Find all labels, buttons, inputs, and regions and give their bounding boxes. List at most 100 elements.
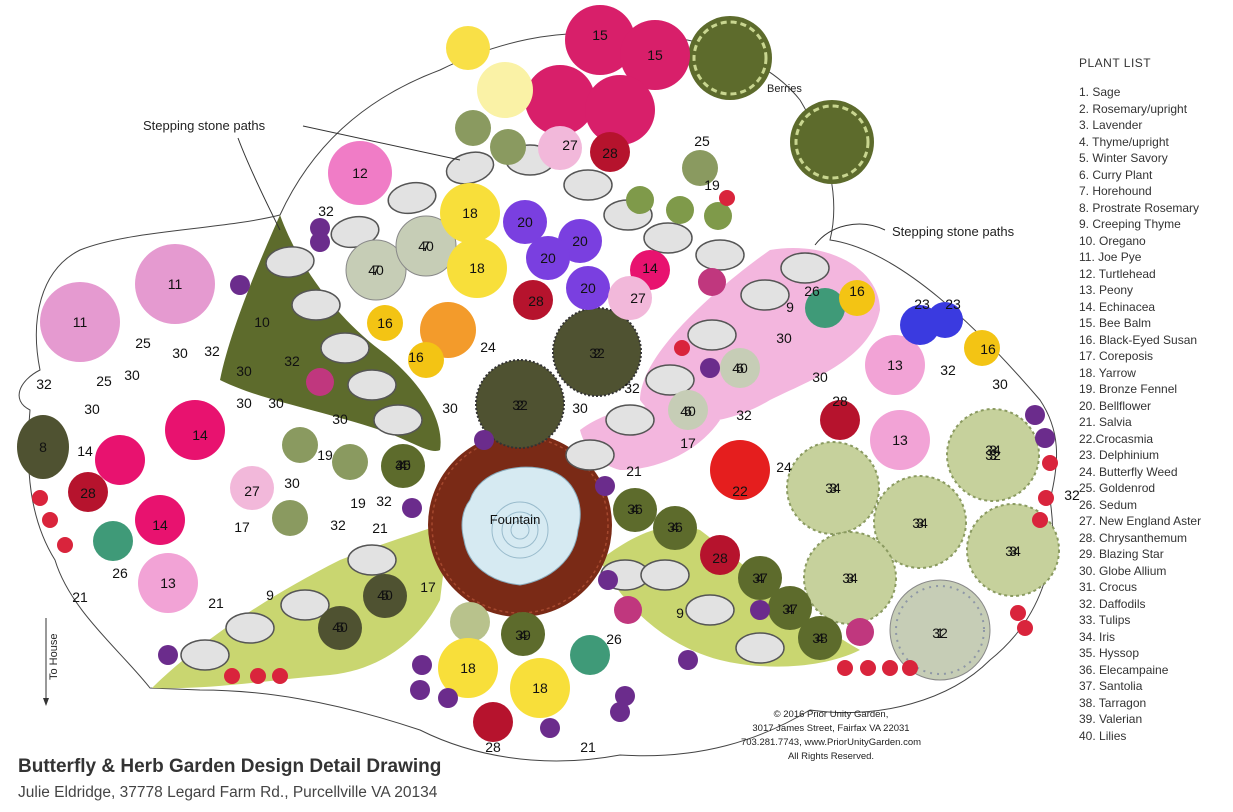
elecampaine-flower [446, 26, 490, 70]
plant-number-label: 17 [420, 579, 436, 595]
stepping-stone [563, 169, 613, 201]
sedum-plant [570, 635, 610, 675]
plant-list-item: 9. Creeping Thyme [1079, 217, 1181, 231]
plant-list-item: 38. Tarragon [1079, 695, 1147, 710]
plant-number-label: 30 [124, 367, 140, 383]
bronze-fennel-plant [272, 500, 308, 536]
berry-shrub [790, 100, 874, 184]
chrysanthemum-flower [473, 702, 513, 742]
plant-number-label: 30 [332, 411, 348, 427]
plant-list-item: 19. Bronze Fennel [1079, 382, 1178, 396]
stepping-stone [347, 544, 397, 576]
plant-number-label: 32 [512, 397, 528, 413]
stepping-stone [695, 239, 745, 271]
plant-number-label: 32 [1064, 487, 1080, 503]
plant-number-label: 7 [372, 262, 380, 278]
hyssop-plant [704, 202, 732, 230]
plant-number-label: 27 [244, 483, 260, 499]
plant-number-label: 10 [254, 314, 270, 330]
plant-number-label: 22 [732, 483, 748, 499]
plant-number-label: 9 [266, 587, 274, 603]
plant-list-item: 27. New England Aster [1079, 514, 1202, 528]
plant-number-label: 8 [39, 439, 47, 455]
plant-list-item: 15. Bee Balm [1079, 316, 1152, 330]
plant-number-label: 35 [395, 457, 411, 473]
plant-number-label: 4 [631, 501, 639, 517]
plant-list-item: 24. Butterfly Weed [1079, 464, 1178, 479]
plant-number-label: 4 [671, 519, 679, 535]
yarrow-flower [440, 183, 500, 243]
plant-number-label: 4 [786, 601, 794, 617]
plant-number-label: 26 [804, 283, 820, 299]
peony-flower [865, 335, 925, 395]
stepping-stone [687, 319, 737, 351]
plant-number-label: 6 [736, 360, 744, 376]
plant-number-label: 32 [589, 345, 605, 361]
crocus-markers [158, 218, 1055, 738]
plant-list-item: 37. Santolia [1079, 679, 1143, 693]
curry-plant [720, 348, 760, 388]
plant-number-label: 32 [624, 380, 640, 396]
plant-number-label: 24 [776, 459, 792, 475]
plant-number-label: 32 [36, 376, 52, 392]
plant-number-label: 2 [593, 345, 601, 361]
plant-number-label: 40 [732, 360, 748, 376]
berry-shrub [688, 16, 772, 100]
plant-number-label: 16 [408, 349, 424, 365]
thyme-upright-plant [381, 444, 425, 488]
plant-number-label: 40 [418, 238, 434, 254]
plant-number-label: 14 [192, 427, 208, 443]
plant-number-label: 5 [381, 587, 389, 603]
bee-balm-flower [585, 75, 655, 145]
plant-list-item: 36. Elecampaine [1079, 662, 1169, 677]
plant-list-item: 3. Lavender [1079, 118, 1143, 132]
plant-number-label: 32 [985, 447, 1001, 463]
credit-line: 3017 James Street, Fairfax VA 22031 [752, 723, 910, 734]
stepping-stone [780, 252, 830, 284]
chrysanthemum-flower [590, 132, 630, 172]
plant-number-label: 21 [626, 463, 642, 479]
plant-list-items: 1. Sage 2. Rosemary/upright 3. Lavender 4. … [1079, 84, 1229, 744]
plant-number-label: 28 [528, 293, 544, 309]
chrysanthemum-flower [513, 280, 553, 320]
stepping-stone [291, 289, 341, 321]
thyme-upright-plant [798, 616, 842, 660]
plant-number-label: 13 [892, 432, 908, 448]
plant-number-label: 30 [236, 363, 252, 379]
plant-number-label: 32 [318, 203, 334, 219]
plant-number-label: 19 [350, 495, 366, 511]
plant-number-label: 27 [562, 137, 578, 153]
plant-number-label: 30 [284, 475, 300, 491]
stepping-stone [640, 559, 690, 591]
sedum-plant [93, 521, 133, 561]
plant-number-label: 15 [647, 47, 663, 63]
plant-number-label: 14 [152, 517, 168, 533]
plant-number-label: 17 [234, 519, 250, 535]
plant-number-label: 15 [592, 27, 608, 43]
plant-number-label: 24 [480, 339, 496, 355]
stepping-stone [735, 632, 785, 664]
plant-number-label: 30 [572, 400, 588, 416]
lilies-flower [698, 268, 726, 296]
plant-list-item: 10. Oregano [1079, 233, 1146, 248]
plant-list-item: 13. Peony [1079, 283, 1134, 297]
plant-number-label: 4 [399, 457, 407, 473]
joe-pye-flower [135, 244, 215, 324]
plant-number-label: 19 [317, 447, 333, 463]
title-block: Butterfly & Herb Garden Design Detail Dr… [18, 756, 441, 802]
plant-number-label: 25 [96, 373, 112, 389]
echinacea-flower [165, 400, 225, 460]
chrysanthemum-flower [820, 400, 860, 440]
sage-plant [889, 579, 991, 681]
plant-number-label: 34 [1005, 543, 1021, 559]
plant-list-item: 21. Salvia [1079, 415, 1132, 429]
plant-number-label: 37 [782, 601, 798, 617]
stepping-stone [347, 369, 397, 401]
plant-number-label: 14 [77, 443, 93, 459]
winter-savory-plant [363, 574, 407, 618]
plant-list-item: 40. Lilies [1079, 728, 1127, 743]
credit-line: All Rights Reserved. [787, 751, 875, 762]
plant-list-item: 1. Sage [1079, 85, 1121, 99]
rosemary-plant [475, 359, 565, 449]
